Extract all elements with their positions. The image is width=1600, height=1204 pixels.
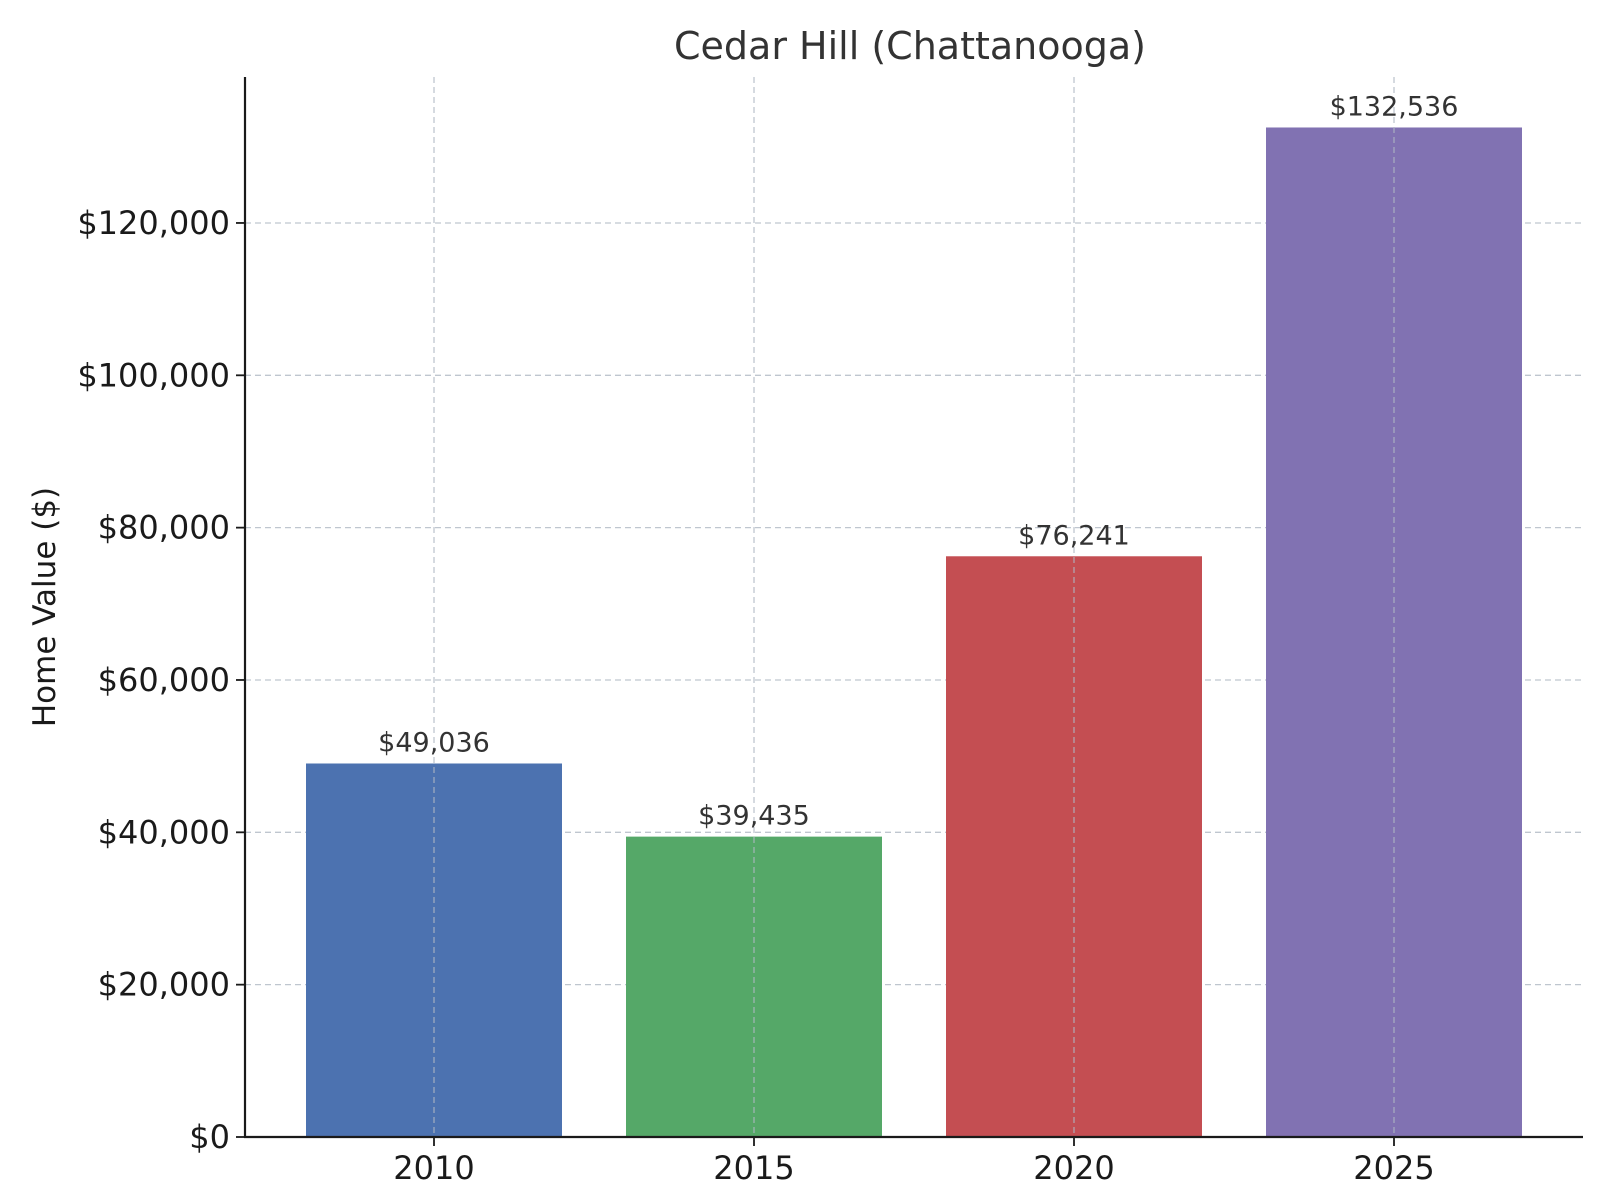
y-tick-label: $100,000 [77,356,230,394]
value-label-2020: $76,241 [1018,520,1130,551]
value-label-2010: $49,036 [378,727,490,758]
value-label-2025: $132,536 [1330,91,1459,122]
y-tick-label: $40,000 [98,813,230,851]
value-labels-layer: $49,036 $39,435 $76,241 $132,536 [378,91,1458,831]
x-tick-label: 2020 [1033,1149,1114,1187]
bars-layer [306,127,1522,1137]
x-tick-label: 2015 [713,1149,794,1187]
ticks-layer: $0 $20,000 $40,000 $60,000 $80,000 $100,000 $1… [77,204,1434,1187]
bar-2015 [626,836,882,1137]
y-tick-label: $20,000 [98,966,230,1004]
y-tick-label: $60,000 [98,661,230,699]
x-tick-label: 2010 [393,1149,474,1187]
y-tick-label: $120,000 [77,204,230,242]
value-label-2015: $39,435 [698,801,810,832]
y-tick-label: $80,000 [98,509,230,547]
axes-layer [243,77,1583,1139]
chart-title: Cedar Hill (Chattanooga) [674,24,1146,68]
y-axis-label: Home Value ($) [27,487,63,727]
y-tick-label: $0 [189,1118,230,1156]
x-tick-label: 2025 [1353,1149,1434,1187]
vertical-grid-layer [433,77,1395,1137]
